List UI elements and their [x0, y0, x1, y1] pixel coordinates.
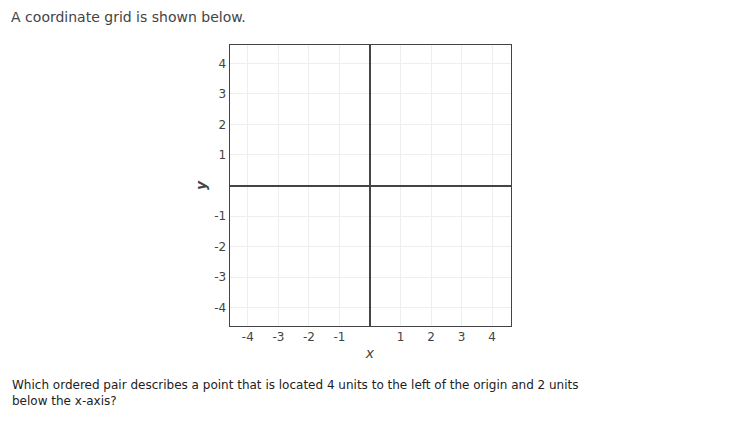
- svg-text:-3: -3: [214, 270, 226, 284]
- svg-text:2: 2: [218, 118, 226, 132]
- svg-text:3: 3: [218, 87, 226, 101]
- svg-text:1: 1: [397, 330, 405, 344]
- svg-text:-1: -1: [214, 209, 226, 223]
- svg-text:-4: -4: [214, 301, 226, 315]
- svg-text:-4: -4: [242, 330, 254, 344]
- svg-text:4: 4: [218, 57, 226, 71]
- svg-text:4: 4: [488, 330, 496, 344]
- svg-text:-2: -2: [303, 330, 315, 344]
- svg-text:2: 2: [427, 330, 435, 344]
- svg-text:-2: -2: [214, 240, 226, 254]
- svg-text:y: y: [193, 180, 209, 190]
- svg-text:3: 3: [458, 330, 466, 344]
- svg-text:-3: -3: [272, 330, 284, 344]
- svg-text:Which ordered pair describes a: Which ordered pair describes a point tha…: [12, 378, 579, 408]
- svg-text:-1: -1: [333, 330, 345, 344]
- svg-text:A coordinate grid is shown bel: A coordinate grid is shown below.: [11, 9, 246, 25]
- svg-text:x: x: [365, 345, 375, 361]
- svg-text:1: 1: [218, 148, 226, 162]
